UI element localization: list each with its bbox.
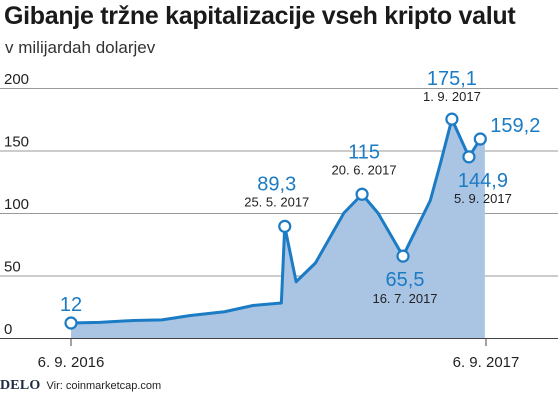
chart-title: Gibanje tržne kapitalizacije vseh kripto…: [4, 2, 516, 30]
area-fill: [71, 119, 485, 338]
data-label-date: 5. 9. 2017: [454, 191, 512, 206]
y-tick-label: 200: [4, 71, 29, 88]
data-point-marker: [462, 150, 476, 164]
y-tick-label: 150: [4, 134, 29, 151]
data-label-date: 25. 5. 2017: [244, 194, 309, 209]
data-point-marker: [278, 219, 292, 233]
y-tick-label: 50: [4, 259, 21, 276]
brand-logo: DELO: [0, 378, 41, 393]
footer: DELO Vir: coinmarketcap.com: [0, 378, 161, 394]
data-label-date: 16. 7. 2017: [372, 291, 437, 306]
data-label-value: 115: [348, 141, 380, 163]
data-label-value: 159,2: [490, 115, 540, 137]
x-tick-label: 6. 9. 2017: [453, 354, 520, 371]
data-label-date: 20. 6. 2017: [332, 162, 397, 177]
source-note: Vir: coinmarketcap.com: [46, 380, 162, 392]
y-tick-label: 100: [4, 196, 29, 213]
y-tick-label: 0: [4, 321, 12, 338]
data-label-value: 65,5: [386, 269, 425, 291]
data-point-marker: [355, 187, 369, 201]
data-point-marker: [473, 132, 487, 146]
chart-subtitle: v milijardah dolarjev: [5, 38, 156, 57]
data-point-marker: [445, 112, 459, 126]
data-point-marker: [396, 249, 410, 263]
data-label-value: 89,3: [257, 173, 296, 195]
data-label-date: 1. 9. 2017: [423, 89, 481, 104]
market-cap-chart: 0 50 100 150 200 6. 9. 2016 6. 9. 2017 12 89,325…: [0, 68, 558, 371]
series-line: [69, 117, 487, 325]
data-point-marker: [64, 316, 78, 330]
data-label-value: 144,9: [458, 170, 508, 192]
x-tick-label: 6. 9. 2016: [38, 354, 105, 371]
data-label-value: 12: [60, 294, 82, 316]
data-label-value: 175,1: [427, 68, 477, 90]
